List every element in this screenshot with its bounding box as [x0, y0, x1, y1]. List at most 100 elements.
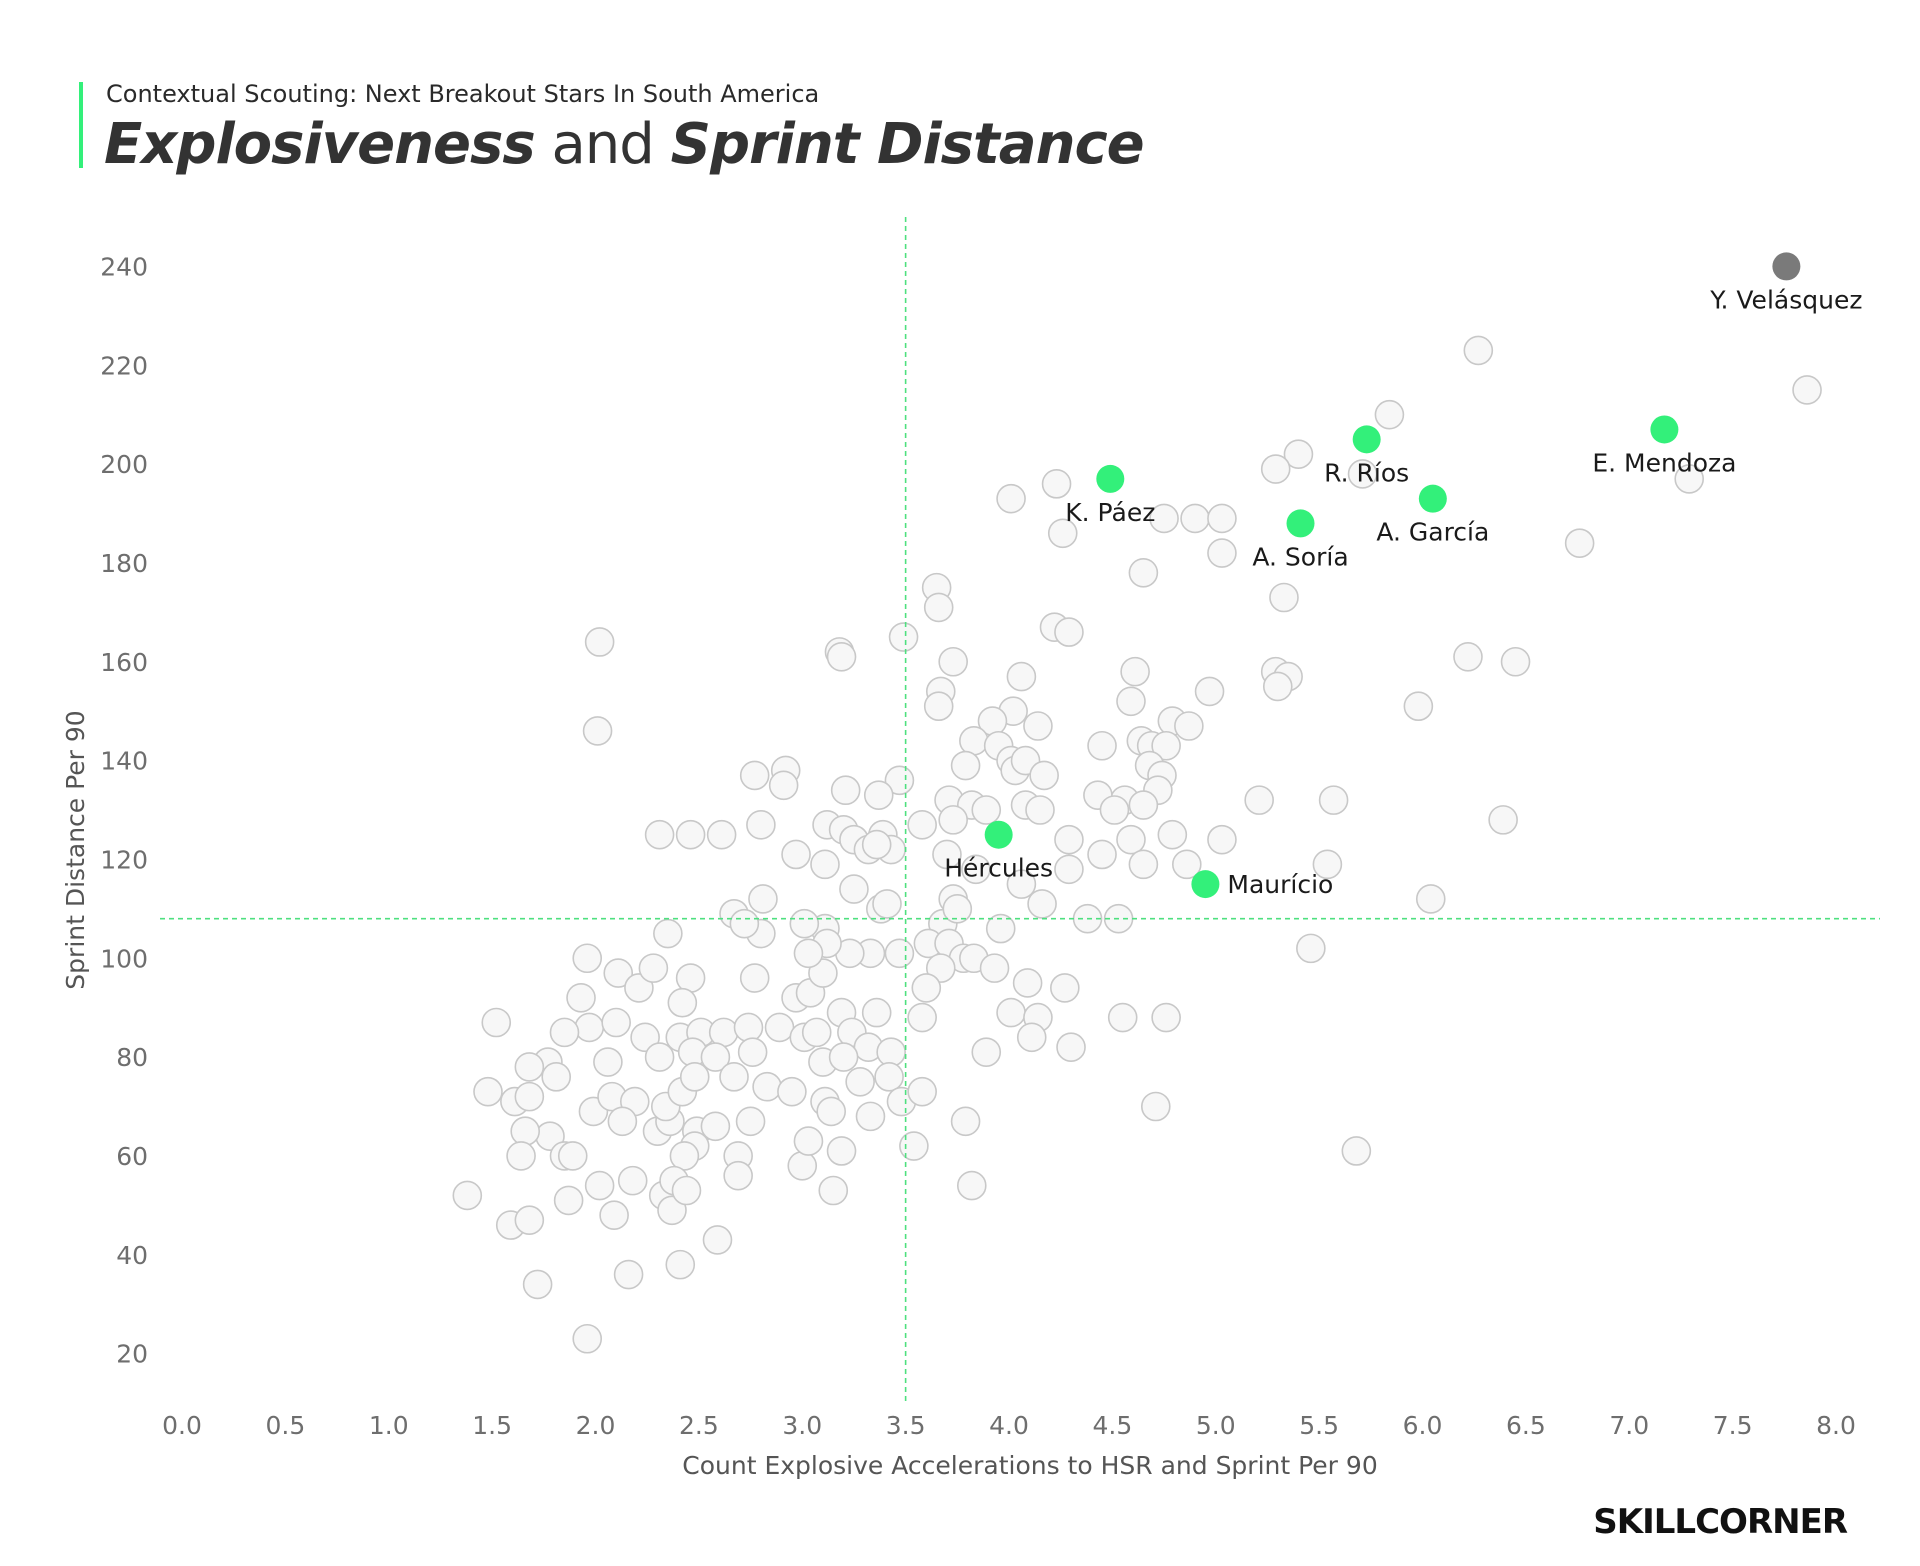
player-point [1016, 1022, 1047, 1053]
player-point [1792, 375, 1822, 405]
player-label: A. García [1376, 518, 1489, 547]
player-point [1087, 730, 1117, 761]
player-label: E. Mendoza [1592, 448, 1736, 477]
player-point [985, 913, 1016, 944]
player-point [1244, 785, 1274, 815]
y-tick-label: 240 [100, 252, 148, 281]
player-point [599, 1200, 629, 1231]
player-point [1023, 711, 1053, 741]
player-point [702, 1225, 733, 1255]
player-point [746, 810, 776, 840]
player-point [541, 1062, 572, 1092]
x-tick-label: 8.0 [1816, 1411, 1856, 1440]
player-point [781, 839, 811, 870]
y-tick-label: 100 [100, 944, 148, 973]
player-point [644, 819, 675, 850]
player-point [907, 1002, 937, 1033]
player-point [669, 1141, 700, 1171]
player-point [667, 987, 698, 1018]
x-tick-label: 7.0 [1609, 1411, 1649, 1440]
x-tick-label: 2.0 [576, 1411, 616, 1440]
highlighted-player-point [1418, 484, 1447, 513]
player-point [1500, 646, 1531, 677]
player-point [1116, 824, 1146, 855]
player-point [733, 1012, 764, 1043]
player-point [1341, 1136, 1372, 1166]
player-point [584, 1170, 615, 1201]
player-point [1025, 795, 1055, 825]
player-point [1283, 439, 1314, 470]
player-point [708, 1017, 739, 1048]
player-point [830, 775, 861, 806]
player-point [1006, 661, 1037, 692]
player-point [739, 963, 770, 993]
player-point [884, 938, 915, 969]
player-point [549, 1017, 580, 1048]
player-point [723, 1160, 753, 1191]
player-point [582, 716, 613, 746]
player-point [1269, 582, 1299, 613]
player-point [1453, 642, 1483, 672]
player-point [911, 973, 942, 1003]
player-point [514, 1205, 545, 1235]
player-point [1488, 805, 1518, 835]
player-point [996, 997, 1026, 1028]
player-point [1054, 824, 1084, 855]
player-point [1029, 760, 1059, 791]
player-point [1207, 503, 1237, 534]
y-tick-label: 160 [100, 648, 148, 677]
y-tick-label: 40 [116, 1241, 148, 1270]
player-point [818, 1175, 849, 1206]
x-tick-label: 6.0 [1403, 1411, 1443, 1440]
player-point [1564, 528, 1595, 558]
player-point [1099, 795, 1130, 825]
player-point [675, 963, 706, 993]
player-label: Maurício [1227, 870, 1333, 899]
player-point [1347, 459, 1378, 489]
player-point [601, 1007, 631, 1038]
player-point [1262, 671, 1293, 702]
player-point [700, 1042, 731, 1072]
x-tick-label: 1.5 [472, 1411, 512, 1440]
player-point [1116, 686, 1146, 717]
player-point [572, 1323, 603, 1354]
player-point [810, 849, 840, 880]
player-point [907, 810, 937, 840]
player-point [1056, 1032, 1086, 1062]
player-point [1296, 933, 1326, 964]
player-point [510, 1116, 541, 1147]
player-point [956, 1170, 987, 1201]
player-point [861, 829, 892, 860]
x-axis-label: Count Explosive Accelerations to HSR and… [682, 1451, 1377, 1480]
player-point [961, 854, 991, 885]
player-point [665, 1249, 696, 1280]
highlighted-player-point [1650, 415, 1679, 444]
chart-subtitle: Contextual Scouting: Next Breakout Stars… [106, 80, 820, 108]
y-tick-label: 20 [116, 1340, 148, 1369]
player-point [452, 1180, 483, 1211]
y-tick-label: 200 [100, 450, 148, 479]
player-point [1174, 711, 1204, 741]
player-label: K. Páez [1065, 498, 1155, 527]
player-point [1128, 790, 1159, 820]
player-point [1151, 1002, 1181, 1033]
player-point [996, 483, 1026, 514]
skillcorner-logo: SKILLCORNER [1593, 1502, 1848, 1542]
player-point [1374, 399, 1405, 430]
y-tick-label: 180 [100, 549, 148, 578]
player-point [938, 646, 968, 677]
player-point [572, 943, 603, 974]
player-point [700, 1111, 731, 1142]
player-point [787, 1151, 818, 1181]
player-point [793, 1126, 824, 1156]
player-point [1157, 819, 1188, 850]
player-point [1012, 968, 1043, 998]
player-label: A. Soría [1252, 542, 1348, 571]
y-tick-label: 80 [116, 1043, 148, 1072]
x-tick-label: 7.5 [1713, 1411, 1753, 1440]
player-point [1151, 730, 1181, 761]
player-point [907, 1076, 937, 1107]
x-tick-label: 4.0 [989, 1411, 1029, 1440]
player-point [735, 1106, 766, 1137]
player-point [971, 795, 1002, 825]
